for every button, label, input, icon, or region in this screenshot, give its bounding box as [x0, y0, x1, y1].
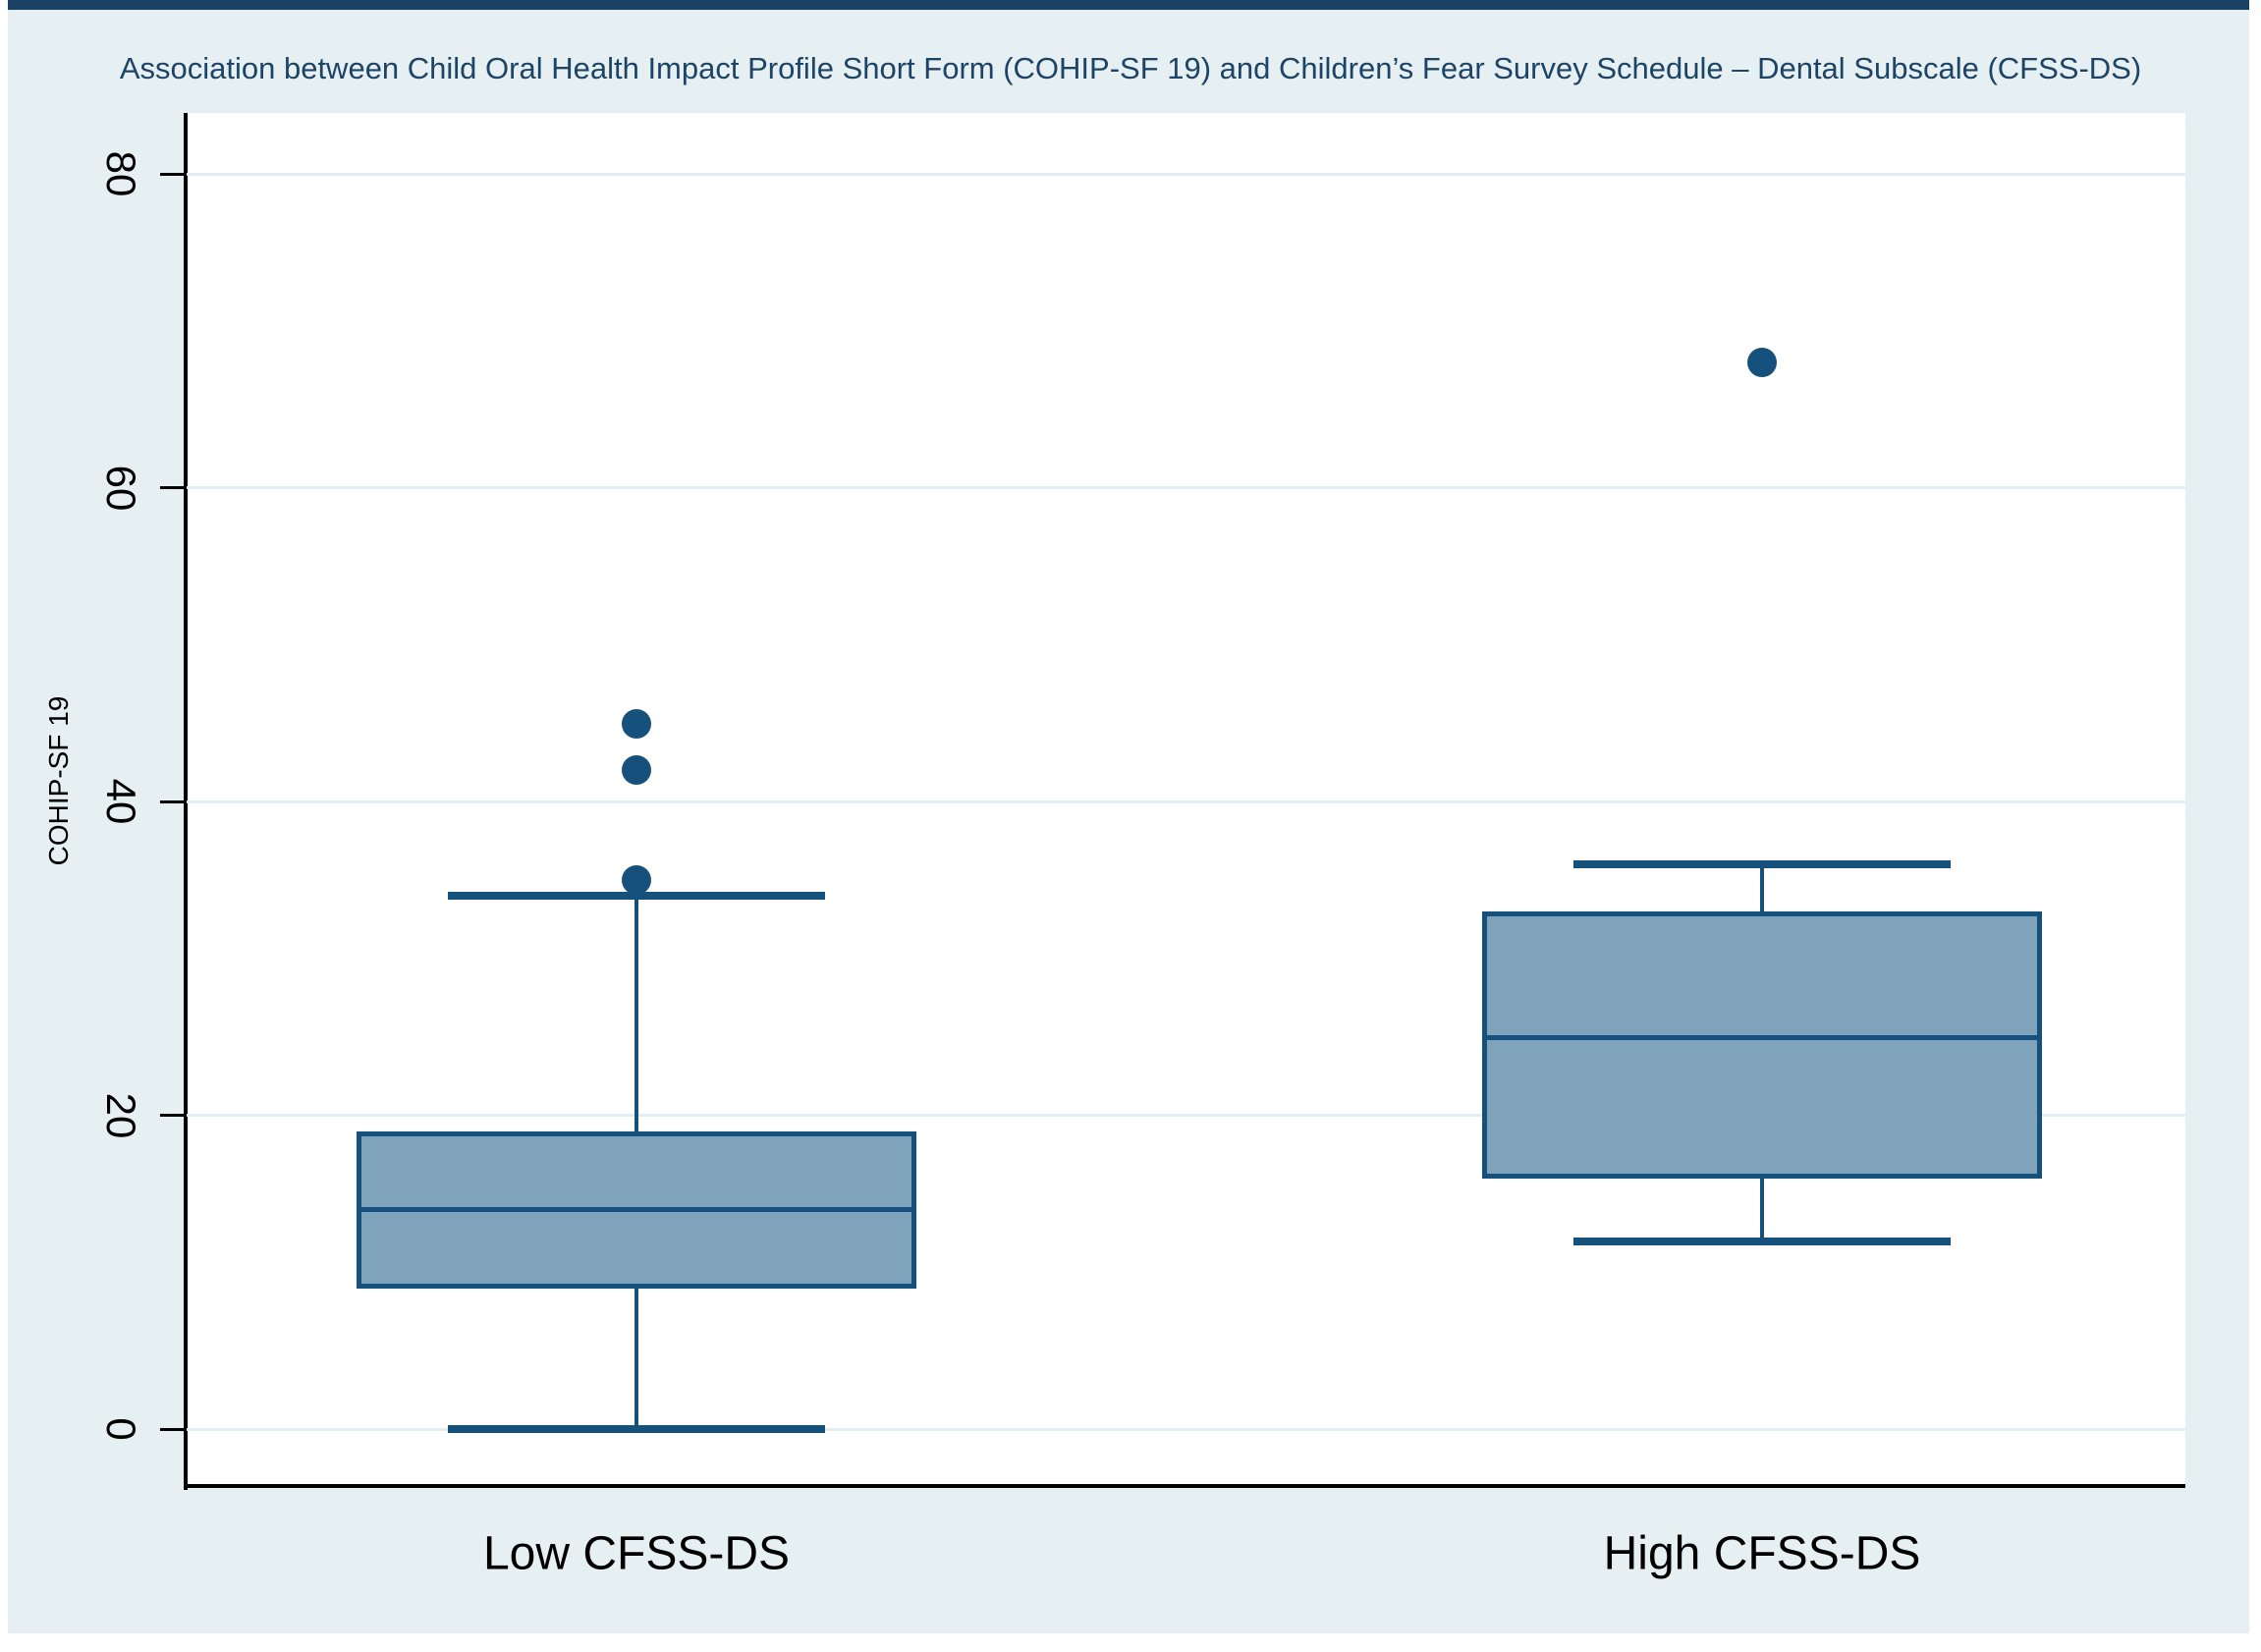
y-tick-60 — [160, 486, 185, 490]
category-label-low: Low CFSS-DS — [482, 1527, 791, 1580]
lower-whisker-cap — [1573, 1237, 1951, 1245]
outlier-dot — [622, 865, 651, 896]
upper-whisker-cap — [448, 892, 825, 901]
category-label-high: High CFSS-DS — [1603, 1527, 1921, 1580]
y-tick-0 — [160, 1427, 185, 1431]
upper-whisker-line — [1760, 864, 1764, 912]
upper-whisker-cap — [1573, 860, 1951, 869]
median-line — [1487, 1034, 2037, 1040]
y-axis-line — [184, 113, 188, 1490]
y-axis-title: COHIP-SF 19 — [43, 695, 74, 866]
lower-whisker-cap — [448, 1425, 825, 1434]
x-axis-line — [184, 1484, 2185, 1488]
y-tick-label-20: 20 — [98, 1092, 144, 1139]
gridline-y0 — [187, 1427, 2185, 1431]
outlier-dot — [622, 755, 651, 786]
lower-whisker-line — [1760, 1178, 1764, 1241]
y-tick-20 — [160, 1114, 185, 1118]
outlier-dot — [1747, 348, 1777, 378]
gridline-y80 — [187, 172, 2185, 176]
y-tick-label-0: 0 — [98, 1417, 144, 1442]
y-tick-label-80: 80 — [98, 150, 144, 197]
chart-title: Association between Child Oral Health Im… — [119, 51, 2142, 85]
gridline-y60 — [187, 486, 2185, 490]
y-tick-80 — [160, 172, 185, 176]
outlier-dot — [622, 708, 651, 739]
upper-whisker-line — [634, 896, 638, 1131]
lower-whisker-line — [634, 1288, 638, 1430]
y-tick-label-40: 40 — [98, 779, 144, 825]
median-line — [361, 1207, 911, 1213]
gridline-y20 — [187, 1114, 2185, 1118]
box-high — [1482, 911, 2042, 1179]
y-tick-40 — [160, 799, 185, 803]
window-top-bar — [8, 0, 2249, 10]
gridline-y40 — [187, 799, 2185, 803]
y-tick-label-60: 60 — [98, 465, 144, 512]
